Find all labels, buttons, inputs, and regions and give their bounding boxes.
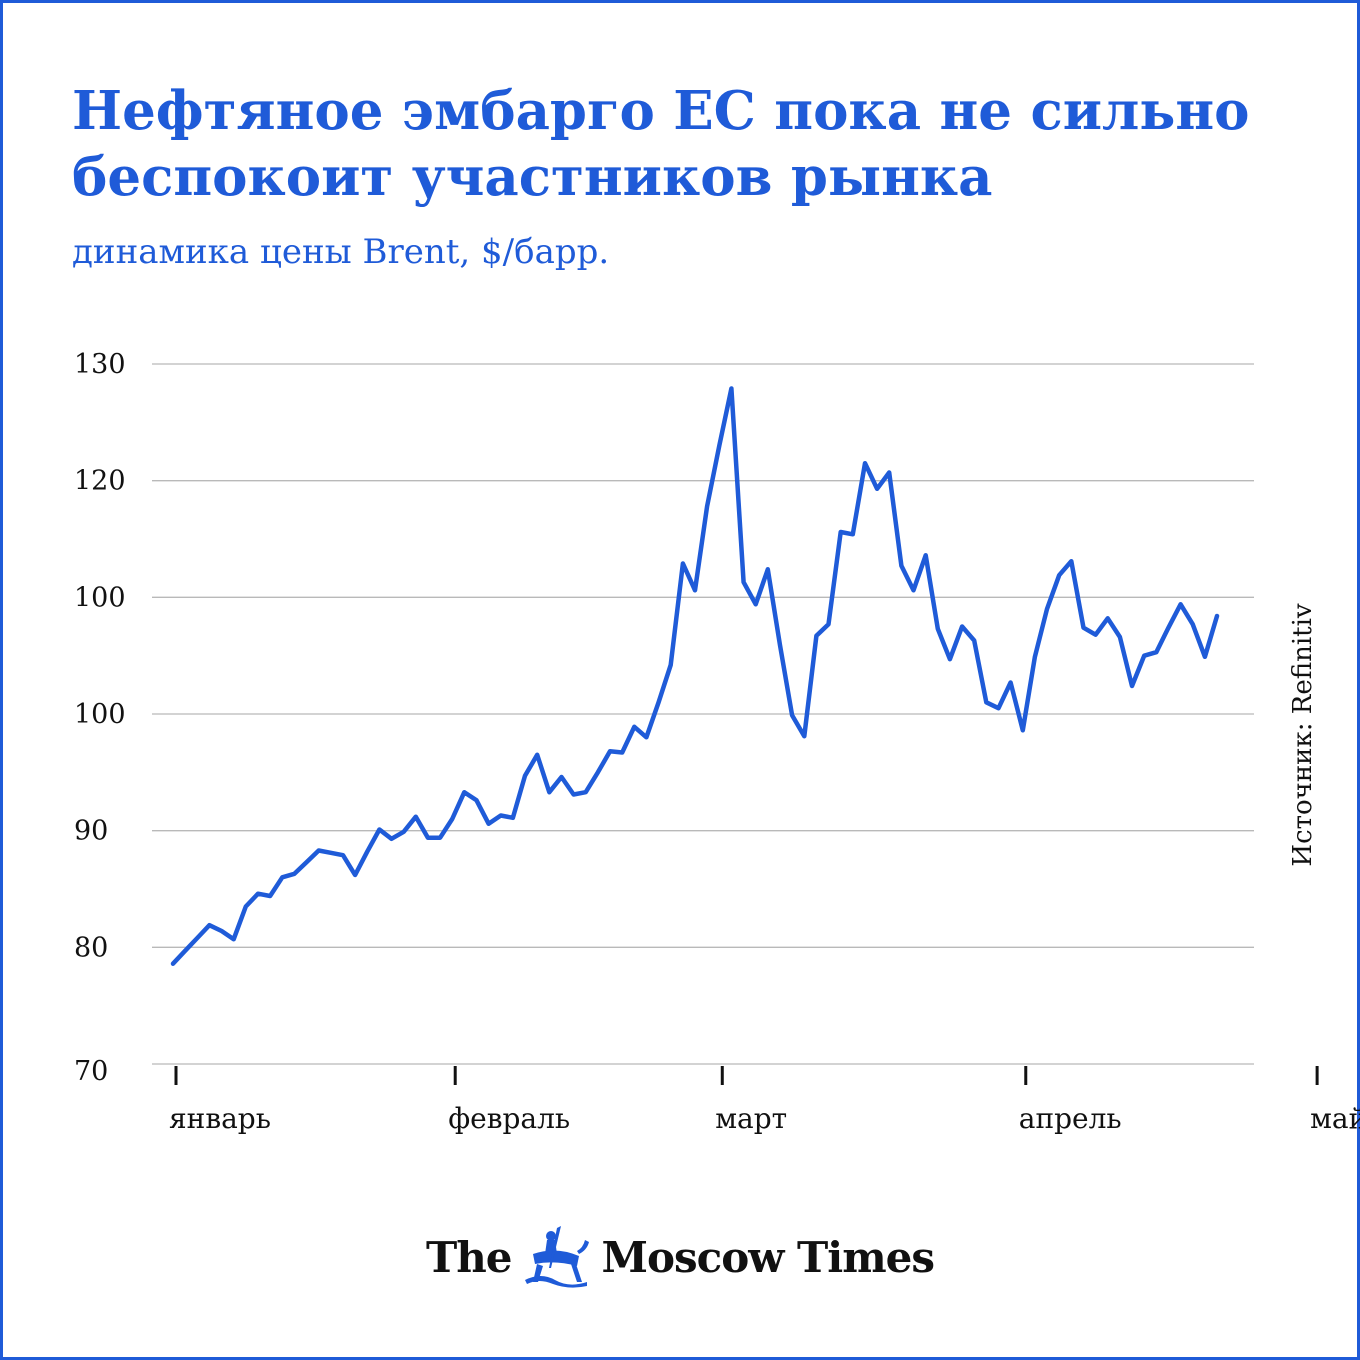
y-tick-label: 70	[74, 1056, 108, 1087]
month-label: апрель	[1019, 1102, 1122, 1135]
month-label: май	[1310, 1102, 1360, 1135]
series-group	[170, 386, 1220, 966]
y-tick-label: 100	[74, 699, 126, 730]
series-line	[170, 386, 1220, 966]
month-label: январь	[169, 1102, 271, 1135]
month-label: февраль	[448, 1102, 570, 1135]
x-axis-month-ticks: январь февраль март апрель май	[169, 1066, 1360, 1135]
st-george-icon	[525, 1226, 590, 1288]
brand-word-the: The	[425, 1232, 513, 1282]
chart-subtitle: динамика цены Brent, $/барр.	[72, 232, 610, 272]
y-tick-label: 130	[74, 349, 126, 380]
grid-lines	[152, 363, 1254, 1065]
source-note: Источник: Refinitiv	[1288, 603, 1318, 867]
month-label: март	[715, 1102, 787, 1135]
brand-logo: The Moscow Times	[0, 1222, 1360, 1292]
y-tick-label: 120	[74, 466, 126, 497]
chart-title: Нефтяное эмбарго ЕС пока не сильно беспо…	[72, 80, 1250, 208]
y-tick-label: 80	[74, 932, 108, 963]
brand-word-moscow-times: Moscow Times	[601, 1232, 935, 1282]
y-tick-label: 90	[74, 816, 108, 847]
y-axis-tick-labels: 70 80 90 100 100 120 130	[74, 349, 126, 1087]
y-tick-label: 100	[74, 582, 126, 613]
